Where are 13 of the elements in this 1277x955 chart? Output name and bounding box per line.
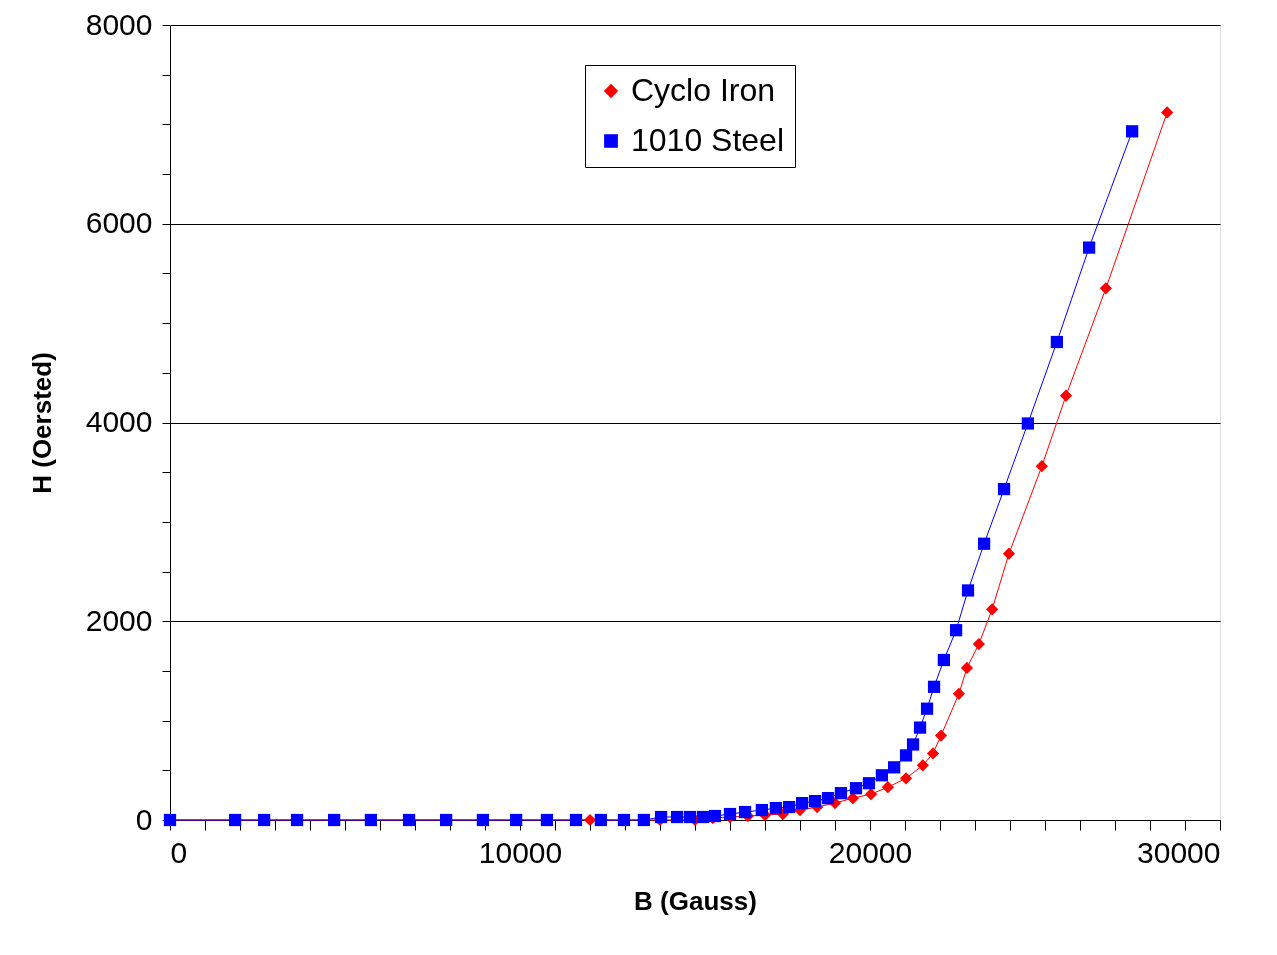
x-tick-label: 20000 xyxy=(828,835,913,869)
x-tick-label: 10000 xyxy=(478,835,563,869)
x-axis-title: B (Gauss) xyxy=(634,885,757,916)
y-tick-label: 8000 xyxy=(85,7,153,41)
y-tick-label: 6000 xyxy=(85,206,153,240)
legend-label: Cyclo Iron xyxy=(631,72,776,108)
legend-label: 1010 Steel xyxy=(631,122,785,158)
x-tick-label: 30000 xyxy=(1137,835,1221,869)
x-tick-label: 0 xyxy=(170,835,188,869)
y-axis-title: H (Oersted) xyxy=(26,352,57,494)
y-tick-label: 0 xyxy=(135,802,153,836)
y-tick-label: 2000 xyxy=(85,603,153,637)
y-tick-label: 4000 xyxy=(85,405,153,438)
